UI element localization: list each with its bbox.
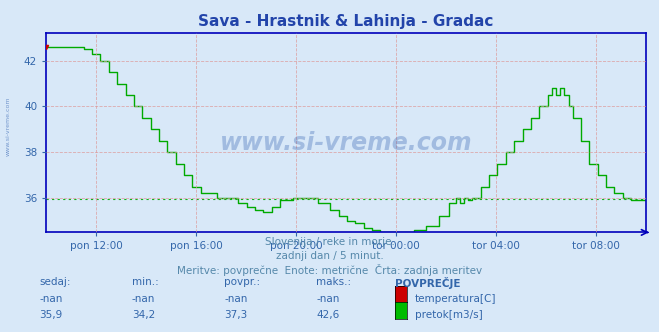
Text: povpr.:: povpr.: [224,277,260,287]
Text: pretok[m3/s]: pretok[m3/s] [415,310,483,320]
Text: maks.:: maks.: [316,277,351,287]
Text: -nan: -nan [316,294,339,304]
Text: -nan: -nan [40,294,63,304]
Text: min.:: min.: [132,277,159,287]
Text: 34,2: 34,2 [132,310,155,320]
Text: 35,9: 35,9 [40,310,63,320]
Text: www.si-vreme.com: www.si-vreme.com [6,96,11,156]
Text: zadnji dan / 5 minut.: zadnji dan / 5 minut. [275,251,384,261]
Text: -nan: -nan [224,294,247,304]
Text: Slovenija / reke in morje.: Slovenija / reke in morje. [264,237,395,247]
Text: temperatura[C]: temperatura[C] [415,294,497,304]
Text: -nan: -nan [132,294,155,304]
Text: Meritve: povprečne  Enote: metrične  Črta: zadnja meritev: Meritve: povprečne Enote: metrične Črta:… [177,264,482,276]
Text: POVPREČJE: POVPREČJE [395,277,461,289]
Text: sedaj:: sedaj: [40,277,71,287]
Text: 42,6: 42,6 [316,310,339,320]
Text: 37,3: 37,3 [224,310,247,320]
Title: Sava - Hrastnik & Lahinja - Gradac: Sava - Hrastnik & Lahinja - Gradac [198,14,494,29]
Text: www.si-vreme.com: www.si-vreme.com [219,131,473,155]
